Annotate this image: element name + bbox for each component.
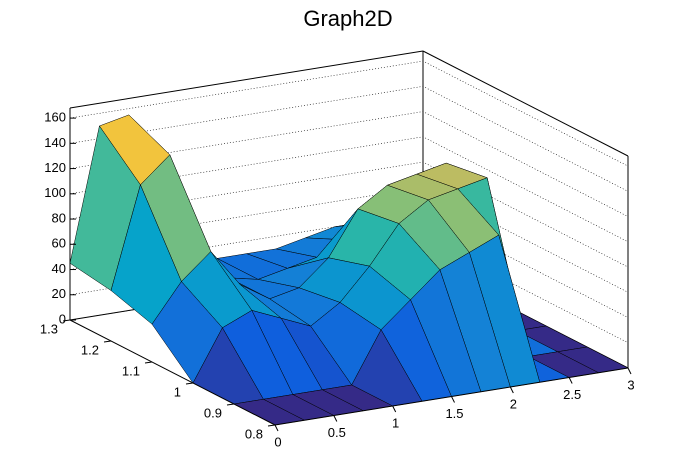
x-tick bbox=[627, 367, 632, 375]
x-tick bbox=[509, 386, 514, 394]
x-tick bbox=[568, 377, 573, 384]
y-tick-label: 1.3 bbox=[40, 321, 58, 336]
z-tick-label: 80 bbox=[52, 210, 66, 225]
z-tick-label: 140 bbox=[44, 135, 66, 150]
z-tick-label: 20 bbox=[52, 286, 66, 301]
y-tick bbox=[103, 340, 112, 343]
y-tick bbox=[267, 424, 276, 427]
x-tick-label: 1 bbox=[392, 415, 399, 430]
x-tick-label: 1.5 bbox=[445, 406, 463, 421]
grid-line bbox=[69, 161, 629, 268]
y-tick-label: 1 bbox=[174, 384, 181, 399]
y-tick-label: 1.2 bbox=[81, 342, 99, 357]
x-tick-label: 0 bbox=[274, 434, 281, 449]
y-tick bbox=[62, 319, 71, 322]
y-tick-label: 0.8 bbox=[245, 426, 263, 441]
x-tick-label: 3 bbox=[627, 377, 634, 392]
grid-line bbox=[69, 136, 629, 243]
chart-title: Graph2D bbox=[303, 6, 392, 31]
y-tick bbox=[185, 382, 194, 385]
z-tick-label: 160 bbox=[44, 110, 66, 125]
y-tick bbox=[226, 403, 235, 406]
x-tick bbox=[333, 415, 338, 422]
y-tick bbox=[144, 361, 153, 364]
box-edge bbox=[422, 50, 629, 157]
z-tick-label: 100 bbox=[44, 185, 66, 200]
z-tick-label: 40 bbox=[52, 261, 66, 276]
x-tick-label: 2 bbox=[510, 396, 517, 411]
x-tick-label: 0.5 bbox=[328, 425, 346, 440]
grid-line bbox=[69, 86, 629, 192]
box-edge bbox=[69, 50, 424, 109]
y-tick-label: 0.9 bbox=[204, 405, 222, 420]
z-tick-label: 60 bbox=[52, 236, 66, 251]
grid-line bbox=[69, 60, 629, 167]
z-tick-label: 0 bbox=[59, 311, 66, 326]
z-tick-label: 120 bbox=[44, 160, 66, 175]
x-tick bbox=[392, 405, 397, 413]
x-tick-label: 2.5 bbox=[563, 387, 581, 402]
axis-line bbox=[69, 319, 276, 426]
x-tick bbox=[451, 396, 455, 403]
x-tick bbox=[274, 424, 279, 432]
grid-line bbox=[69, 111, 629, 217]
y-tick-label: 1.1 bbox=[122, 363, 140, 378]
